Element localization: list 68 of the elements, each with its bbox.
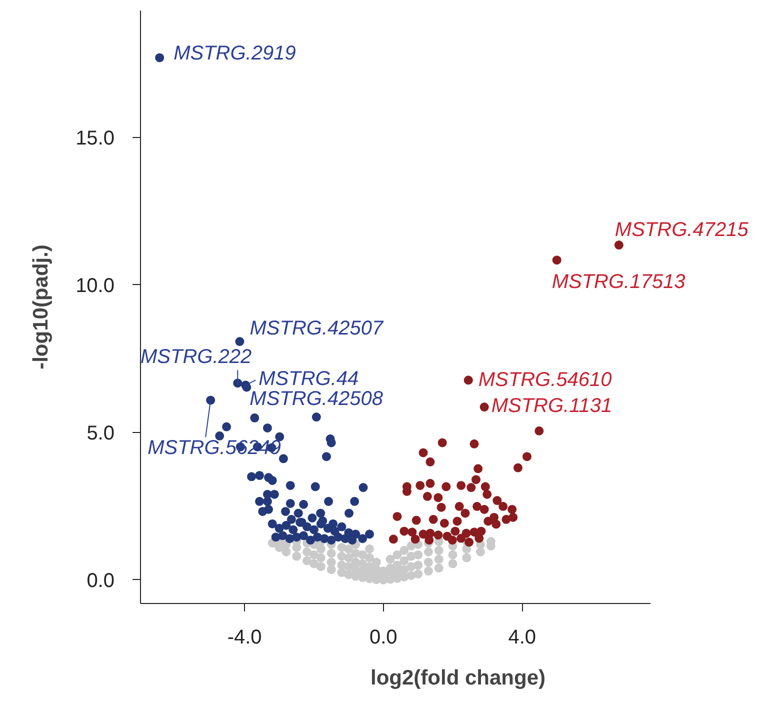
- x-tick-label: -4.0: [227, 626, 262, 648]
- point: [454, 502, 464, 511]
- point: [452, 516, 462, 526]
- point: [534, 426, 544, 436]
- annotation: MSTRG.1131: [491, 395, 612, 418]
- point: [436, 502, 446, 512]
- point: [614, 240, 624, 250]
- annotation: MSTRG.54610: [478, 369, 612, 392]
- annotation: MSTRG.42508: [250, 388, 384, 410]
- point: [482, 490, 492, 499]
- point: [392, 512, 402, 521]
- point: [471, 475, 480, 484]
- point: [456, 534, 466, 543]
- point: [480, 482, 490, 492]
- annotation: MSTRG.42507: [250, 318, 384, 340]
- point: [464, 538, 474, 547]
- annotation: MSTRG.2919: [174, 42, 296, 65]
- x-tick-label: 0.0: [369, 626, 398, 648]
- point: [434, 530, 443, 540]
- point: [424, 536, 434, 545]
- point: [466, 483, 476, 492]
- point: [480, 504, 489, 514]
- annotation: MSTRG.222: [140, 346, 252, 368]
- point: [492, 520, 501, 529]
- point: [474, 534, 484, 543]
- point: [426, 457, 435, 466]
- point: [492, 496, 502, 506]
- y-tick-label: 15.0: [76, 127, 115, 150]
- point: [464, 376, 473, 385]
- y-axis-title: -log10(padj.): [30, 244, 53, 370]
- point: [422, 492, 432, 501]
- point: [498, 502, 508, 511]
- point: [426, 478, 435, 488]
- point: [442, 482, 451, 492]
- point: [474, 464, 483, 474]
- point: [408, 528, 417, 537]
- point: [480, 402, 489, 412]
- annotation: MSTRG.44: [258, 368, 359, 390]
- point: [388, 534, 398, 544]
- point: [428, 514, 438, 524]
- point: [410, 534, 420, 544]
- point: [460, 508, 470, 518]
- y-tick-label: 0.0: [86, 570, 115, 592]
- point: [552, 256, 562, 265]
- point: [416, 481, 425, 490]
- point: [412, 516, 421, 525]
- point: [448, 536, 457, 545]
- point: [522, 452, 532, 462]
- point: [434, 493, 443, 502]
- point: [508, 512, 518, 522]
- point: [472, 502, 482, 511]
- x-axis-title: log2(fold change): [370, 666, 546, 690]
- x-tick-label: 4.0: [508, 626, 536, 648]
- point: [440, 518, 449, 528]
- annotation: MSTRG.17513: [552, 271, 686, 294]
- y-tick-label: 5.0: [86, 422, 115, 444]
- point: [418, 448, 428, 458]
- point: [502, 514, 511, 524]
- point: [470, 439, 479, 448]
- annotation: MSTRG.47215: [614, 219, 750, 242]
- point: [513, 463, 522, 472]
- y-tick-label: 10.0: [76, 274, 115, 297]
- point: [508, 504, 517, 514]
- point: [450, 526, 460, 536]
- point: [476, 526, 486, 536]
- point: [400, 526, 409, 536]
- point: [456, 481, 466, 490]
- point: [438, 438, 447, 448]
